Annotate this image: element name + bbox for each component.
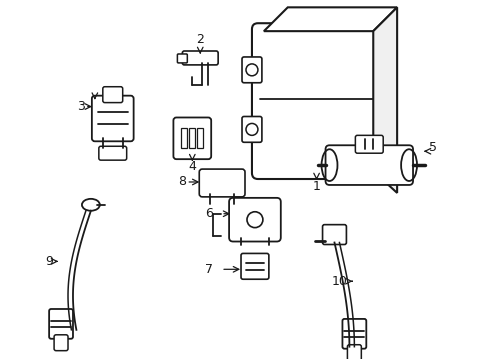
FancyBboxPatch shape [54, 335, 68, 351]
Text: 9: 9 [45, 255, 53, 268]
Bar [197, 129, 203, 148]
FancyBboxPatch shape [182, 51, 218, 65]
Text: 3: 3 [77, 100, 85, 113]
FancyBboxPatch shape [251, 23, 381, 179]
Text: 7: 7 [205, 263, 213, 276]
FancyBboxPatch shape [346, 345, 361, 360]
Text: 4: 4 [188, 159, 196, 172]
FancyBboxPatch shape [173, 117, 211, 159]
Text: 8: 8 [178, 175, 186, 189]
FancyBboxPatch shape [177, 54, 187, 63]
FancyBboxPatch shape [92, 96, 133, 141]
Text: 2: 2 [196, 33, 204, 46]
Text: 6: 6 [205, 207, 213, 220]
FancyBboxPatch shape [342, 319, 366, 349]
Polygon shape [264, 7, 396, 31]
FancyBboxPatch shape [228, 198, 280, 242]
Bar [181, 129, 187, 148]
FancyBboxPatch shape [242, 57, 262, 83]
FancyBboxPatch shape [49, 309, 73, 339]
Bar [189, 129, 195, 148]
FancyBboxPatch shape [355, 135, 383, 153]
Text: 1: 1 [312, 180, 320, 193]
FancyBboxPatch shape [322, 225, 346, 244]
Polygon shape [372, 7, 396, 193]
FancyBboxPatch shape [241, 253, 268, 279]
FancyBboxPatch shape [242, 117, 262, 142]
FancyBboxPatch shape [102, 87, 122, 103]
FancyBboxPatch shape [199, 169, 244, 197]
Text: 5: 5 [428, 141, 436, 154]
FancyBboxPatch shape [99, 146, 126, 160]
FancyBboxPatch shape [325, 145, 412, 185]
Text: 10: 10 [331, 275, 346, 288]
